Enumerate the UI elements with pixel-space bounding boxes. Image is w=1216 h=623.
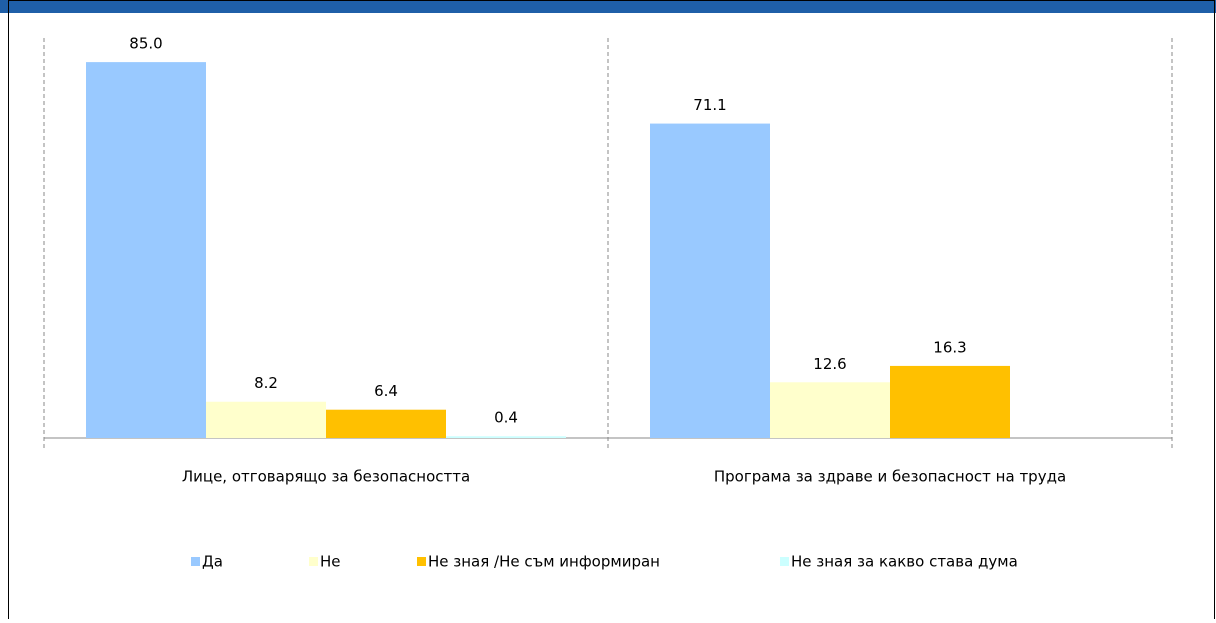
legend-label: Да: [202, 553, 223, 571]
legend-swatch: [417, 557, 426, 566]
bar: [650, 123, 770, 438]
bar: [890, 365, 1010, 438]
legend-label: Не зная за какво става дума: [791, 553, 1018, 571]
header-band: [0, 0, 1216, 13]
value-label: 16.3: [933, 338, 966, 356]
legend-label: Не: [320, 553, 341, 571]
value-label: 8.2: [254, 374, 278, 392]
legend-swatch: [309, 557, 318, 566]
bar: [446, 436, 566, 438]
value-label: 71.1: [693, 96, 726, 114]
x-tick-label: Програма за здраве и безопасност на труд…: [714, 468, 1066, 486]
x-tick-label: Лице, отговарящо за безопасността: [182, 468, 470, 486]
bar: [326, 409, 446, 438]
legend-swatch: [780, 557, 789, 566]
frame: [8, 0, 1215, 623]
bar: [770, 382, 890, 438]
bar: [206, 401, 326, 438]
value-label: 85.0: [129, 35, 162, 53]
value-label: 12.6: [813, 355, 846, 373]
bar: [86, 62, 206, 438]
legend-label: Не зная /Не съм информиран: [428, 553, 660, 571]
value-label: 6.4: [374, 382, 398, 400]
value-label: 0.4: [494, 409, 518, 427]
legend-swatch: [191, 557, 200, 566]
